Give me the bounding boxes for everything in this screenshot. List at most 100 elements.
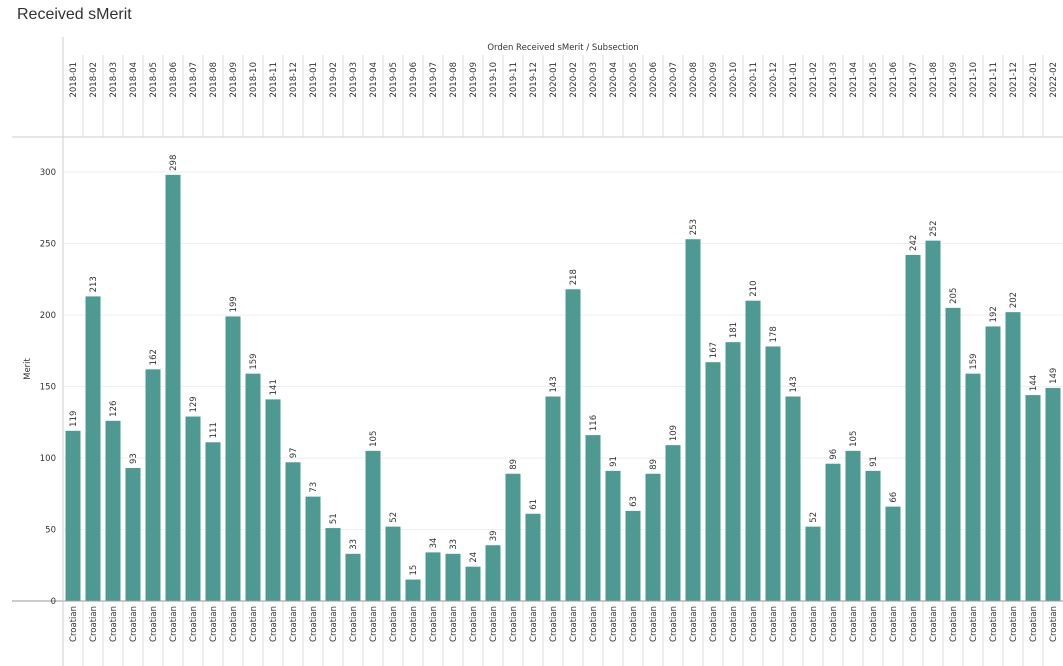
data-label: 129	[189, 396, 199, 412]
subsection-label: Croatian	[629, 606, 639, 642]
subsection-label: Croatian	[669, 606, 679, 642]
subsection-label: Croatian	[209, 606, 219, 642]
data-label: 73	[309, 482, 319, 493]
subsection-label: Croatian	[449, 606, 459, 642]
bar	[585, 435, 601, 601]
data-label: 93	[129, 453, 139, 464]
category-label: 2020-03	[589, 62, 599, 98]
bar	[265, 399, 281, 601]
data-label: 111	[209, 422, 219, 438]
data-label: 116	[589, 415, 599, 431]
subsection-label: Croatian	[389, 606, 399, 642]
bar	[325, 528, 341, 601]
category-label: 2020-06	[649, 62, 659, 98]
bar	[685, 239, 701, 601]
category-label: 2019-03	[349, 62, 359, 98]
subsection-label: Croatian	[729, 606, 739, 642]
subsection-label: Croatian	[549, 606, 559, 642]
category-label: 2021-04	[849, 62, 859, 98]
subsection-label: Croatian	[949, 606, 959, 642]
data-label: 15	[409, 565, 419, 576]
data-label: 143	[549, 376, 559, 392]
subsection-label: Croatian	[229, 606, 239, 642]
subsection-label: Croatian	[609, 606, 619, 642]
bar	[925, 240, 941, 601]
data-label: 126	[109, 401, 119, 417]
bar	[125, 468, 141, 601]
bar	[285, 462, 301, 601]
bar	[245, 373, 261, 601]
bar	[805, 526, 821, 601]
subsection-label: Croatian	[689, 606, 699, 642]
bar	[825, 463, 841, 601]
subsection-label: Croatian	[69, 606, 79, 642]
bar	[105, 420, 121, 601]
subsection-label: Croatian	[429, 606, 439, 642]
category-label: 2020-11	[749, 62, 759, 98]
category-label: 2020-01	[549, 62, 559, 98]
data-label: 178	[769, 326, 779, 342]
bar	[705, 362, 721, 601]
data-label: 242	[909, 235, 919, 251]
subsection-label: Croatian	[1049, 606, 1059, 642]
bar	[65, 430, 81, 601]
category-label: 2022-02	[1049, 62, 1059, 98]
subsection-label: Croatian	[329, 606, 339, 642]
subsection-label: Croatian	[269, 606, 279, 642]
data-label: 96	[829, 449, 839, 460]
subsection-label: Croatian	[309, 606, 319, 642]
category-label: 2020-07	[669, 62, 679, 98]
category-label: 2020-09	[709, 62, 719, 98]
category-label: 2018-05	[149, 62, 159, 98]
category-label: 2019-09	[469, 62, 479, 98]
category-label: 2018-07	[189, 62, 199, 98]
subsection-label: Croatian	[809, 606, 819, 642]
category-label: 2018-02	[89, 62, 99, 98]
data-label: 66	[889, 492, 899, 503]
bar	[425, 552, 441, 601]
subsection-label: Croatian	[149, 606, 159, 642]
category-label: 2020-10	[729, 62, 739, 98]
data-label: 52	[809, 512, 819, 523]
data-label: 159	[969, 353, 979, 369]
subsection-label: Croatian	[349, 606, 359, 642]
subsection-label: Croatian	[509, 606, 519, 642]
category-label: 2018-11	[269, 62, 279, 98]
data-label: 202	[1009, 292, 1019, 308]
subsection-label: Croatian	[909, 606, 919, 642]
data-label: 109	[669, 425, 679, 441]
bar	[1045, 387, 1061, 601]
subsection-label: Croatian	[889, 606, 899, 642]
data-label: 24	[469, 552, 479, 563]
y-tick-label: 50	[45, 526, 56, 536]
bar	[985, 326, 1001, 601]
y-tick-label: 300	[40, 168, 56, 178]
data-label: 33	[449, 539, 459, 550]
category-label: 2018-12	[289, 62, 299, 98]
subsection-label: Croatian	[969, 606, 979, 642]
subsection-label: Croatian	[1009, 606, 1019, 642]
subsection-label: Croatian	[749, 606, 759, 642]
category-label: 2021-06	[889, 62, 899, 98]
category-label: 2019-01	[309, 62, 319, 98]
category-label: 2022-01	[1029, 62, 1039, 98]
data-label: 63	[629, 496, 639, 507]
subsection-label: Croatian	[869, 606, 879, 642]
subsection-label: Croatian	[249, 606, 259, 642]
bar	[385, 526, 401, 601]
bar	[945, 307, 961, 601]
bar	[85, 296, 101, 601]
category-label: 2021-12	[1009, 62, 1019, 98]
bar	[145, 369, 161, 601]
category-label: 2019-07	[429, 62, 439, 98]
data-label: 97	[289, 447, 299, 458]
category-label: 2019-02	[329, 62, 339, 98]
bar	[785, 396, 801, 601]
bar	[625, 510, 641, 601]
data-label: 167	[709, 342, 719, 358]
category-label: 2021-10	[969, 62, 979, 98]
chart-title: Received sMerit	[17, 6, 132, 23]
bar	[405, 579, 421, 601]
bar	[765, 346, 781, 601]
category-label: 2021-11	[989, 62, 999, 98]
